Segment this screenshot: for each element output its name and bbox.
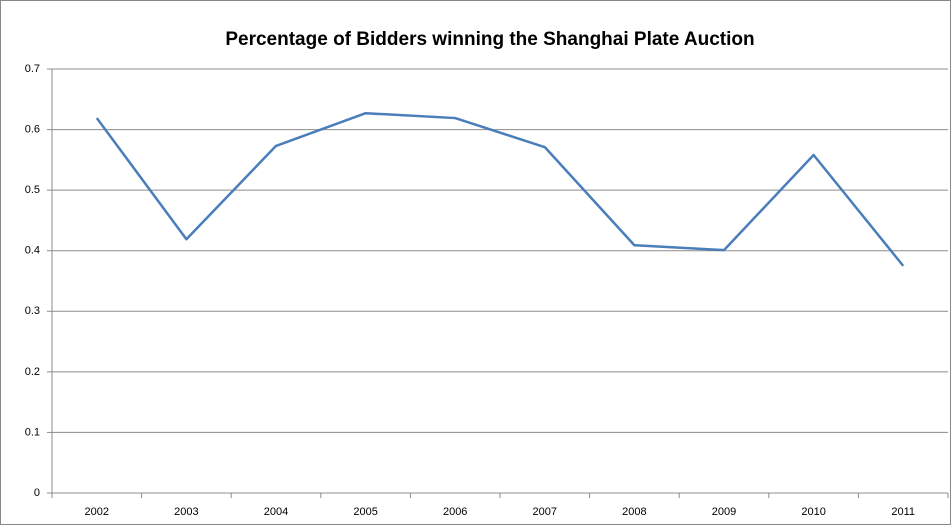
line-series (95, 111, 905, 267)
x-tick-label: 2008 (622, 506, 646, 518)
x-tick-label: 2006 (443, 506, 467, 518)
y-tick-label: 0.7 (25, 63, 40, 75)
y-tick-label: 0.6 (25, 123, 40, 135)
x-tick-label: 2009 (712, 506, 736, 518)
x-tick-label: 2003 (174, 506, 198, 518)
y-tick-label: 0.4 (25, 245, 40, 257)
x-tick-label: 2011 (891, 506, 915, 518)
x-tick-label: 2010 (801, 506, 825, 518)
y-tick-label: 0.2 (25, 366, 40, 378)
x-tick-label: 2007 (533, 506, 557, 518)
chart-title: Percentage of Bidders winning the Shangh… (225, 29, 754, 50)
y-tick-label: 0.5 (25, 184, 40, 196)
x-tick-label: 2005 (353, 506, 377, 518)
y-tick-label: 0.3 (25, 305, 40, 317)
x-tick-label: 2002 (85, 506, 109, 518)
y-tick-label: 0.1 (25, 426, 40, 438)
y-tick-label: 0 (34, 487, 40, 499)
x-tick-label: 2004 (264, 506, 288, 518)
